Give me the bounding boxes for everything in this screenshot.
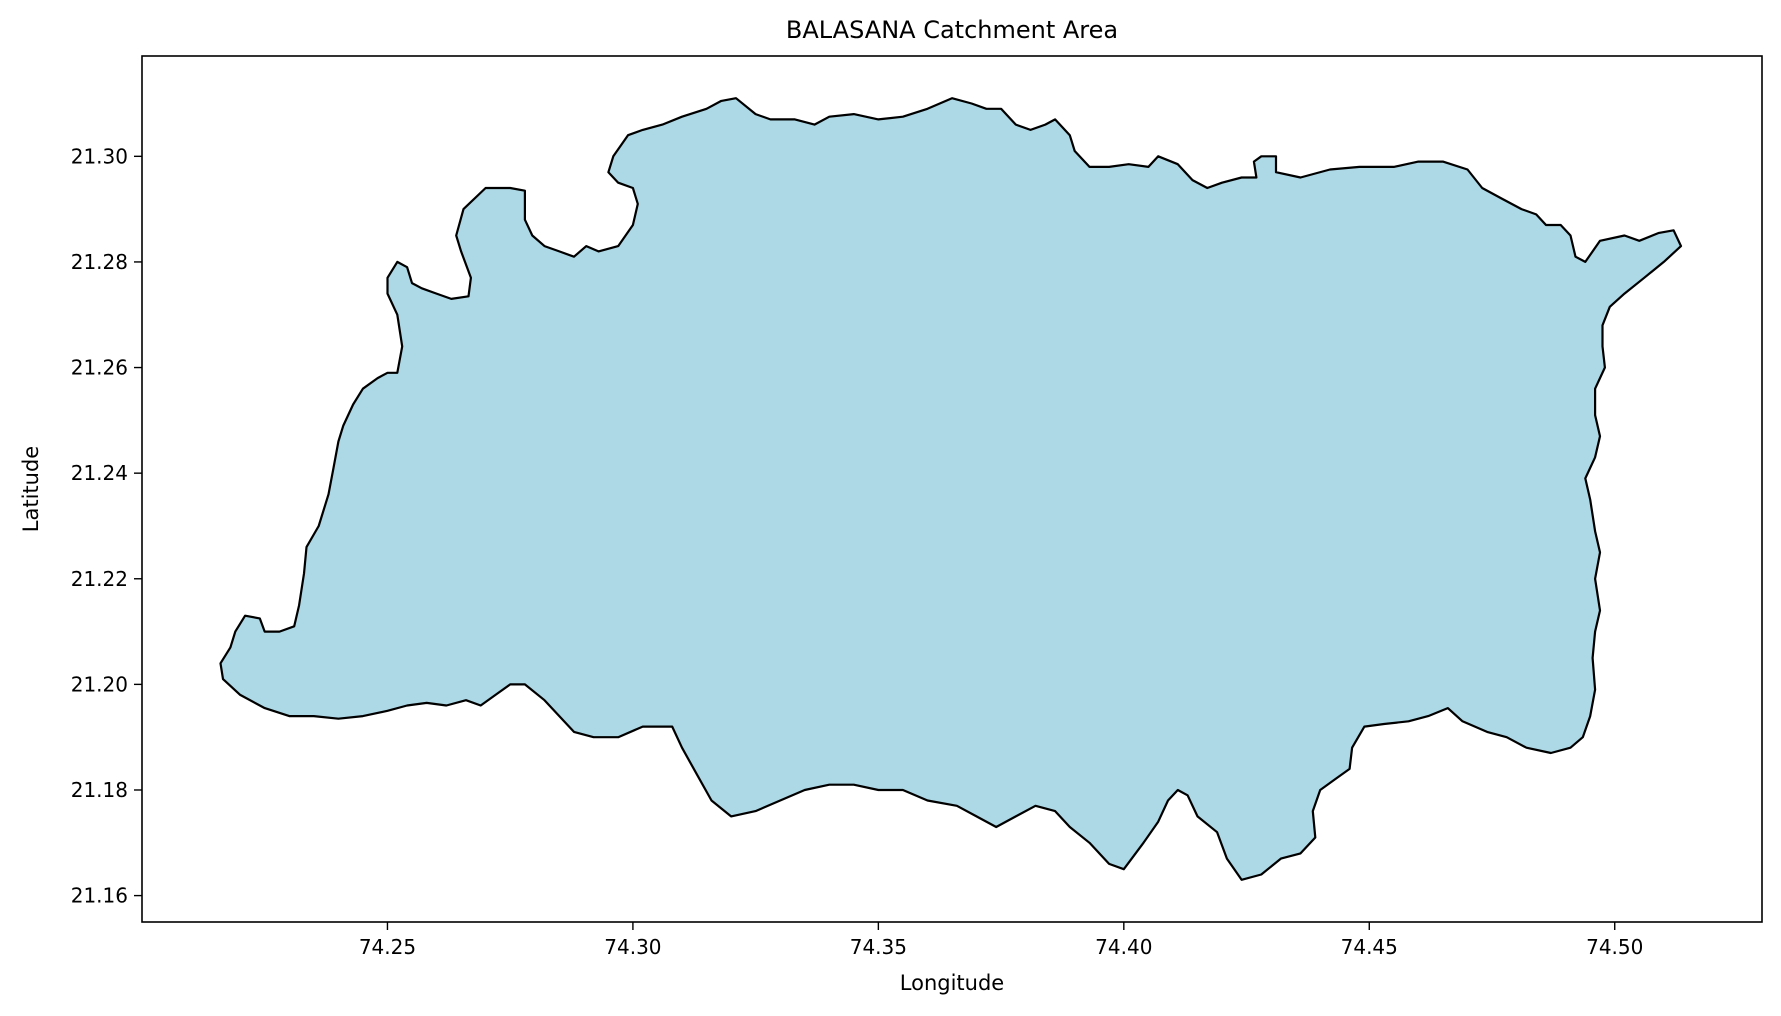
y-tick-label: 21.18 bbox=[71, 778, 128, 802]
x-tick-label: 74.40 bbox=[1095, 935, 1152, 959]
y-tick-label: 21.24 bbox=[71, 461, 128, 485]
y-axis-ticks: 21.16 21.18 21.20 21.22 21.24 21.26 21.28 21.30 bbox=[71, 144, 142, 908]
chart-title: BALASANA Catchment Area bbox=[786, 16, 1118, 44]
y-tick-label: 21.16 bbox=[71, 884, 128, 908]
y-tick-label: 21.22 bbox=[71, 567, 128, 591]
y-tick-label: 21.28 bbox=[71, 250, 128, 274]
y-axis-label: Latitude bbox=[19, 446, 43, 532]
y-tick-label: 21.20 bbox=[71, 672, 128, 696]
x-tick-label: 74.50 bbox=[1586, 935, 1643, 959]
x-tick-label: 74.30 bbox=[604, 935, 661, 959]
catchment-boundary-polygon bbox=[219, 97, 1683, 881]
x-tick-label: 74.25 bbox=[359, 935, 416, 959]
y-tick-label: 21.30 bbox=[71, 144, 128, 168]
x-tick-label: 74.45 bbox=[1341, 935, 1398, 959]
y-tick-label: 21.26 bbox=[71, 356, 128, 380]
axes-frame bbox=[141, 55, 1763, 923]
x-tick-label: 74.35 bbox=[850, 935, 907, 959]
plot-layer bbox=[219, 97, 1683, 881]
x-axis-label: Longitude bbox=[900, 971, 1004, 995]
x-axis-ticks: 74.25 74.30 74.35 74.40 74.45 74.50 bbox=[359, 922, 1643, 959]
